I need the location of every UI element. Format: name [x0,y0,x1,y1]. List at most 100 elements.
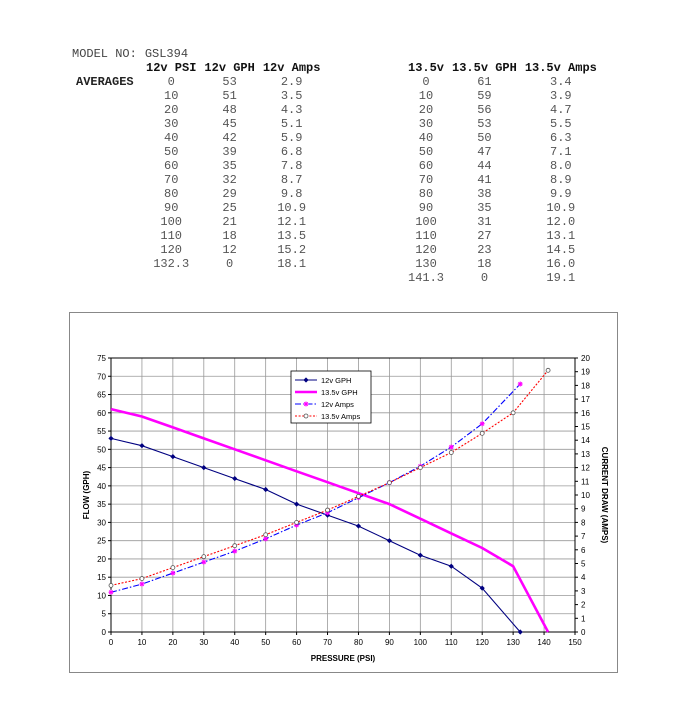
table-cell: 30 [164,117,179,131]
y-tick-label: 20 [97,555,106,564]
data-point [355,523,362,529]
table-row: 10 59 3.9 [404,89,601,103]
pump-performance-chart: 0 10 20 30 40 50 60 70 80 90 100 110 120 130 140 150051… [82,354,609,663]
table-cell: 35 [222,159,237,173]
table-cell: 53 [477,117,492,131]
table-cell: 61 [477,75,492,89]
model-number: MODEL NO: GSL394 [72,47,188,61]
series-line-13-5v-amps [110,369,549,586]
table-row: 110 27 13.1 [404,229,601,243]
table-cell: 10.9 [546,201,576,215]
x-tick-label: 110 [445,638,458,647]
table-cell: 10.9 [277,201,307,215]
table-cell: 90 [418,201,434,215]
table-cell: 12 [222,243,237,257]
chart-frame: 0 10 20 30 40 50 60 70 80 90 100 110 120 130 140 150 0 5 1… [69,312,618,673]
data-point [294,519,300,525]
table-row: 30 45 5.1 [142,117,324,131]
y2-tick-label: 6 [581,546,586,555]
table-cell: 50 [164,145,179,159]
table-cell: 3.9 [550,89,572,103]
table-cell: 3.4 [550,75,572,89]
y-tick-label: 15 [97,573,106,582]
table-row: 70 32 8.7 [142,173,324,187]
data-point [517,381,523,387]
y2-tick-label: 9 [581,505,586,514]
table-cell: 13.1 [546,229,576,243]
table-cell: 7.8 [280,159,303,173]
table-row: 0 61 3.4 [404,75,601,89]
data-point [448,444,454,450]
col-header: 12v GPH [204,60,255,75]
table-cell: 25 [222,201,237,215]
table-cell: 120 [415,243,437,257]
model-value: GSL394 [144,47,189,61]
x-tick-label: 140 [537,638,551,647]
data-point [139,576,145,581]
table-cell: 8.0 [550,159,572,173]
table-cell: 4.7 [550,103,572,117]
y2-tick-label: 13 [581,450,590,459]
y2-tick-label: 16 [581,409,590,418]
x-tick-label: 120 [476,638,490,647]
col-header: 13.5v Amps [524,60,597,75]
legend-marker [303,413,309,419]
table-cell: 44 [477,159,492,173]
x-tick-label: 100 [414,638,428,647]
series-line-13-5v-gph [110,407,550,633]
table-row: 80 38 9.9 [404,187,601,201]
legend-label: 12v Amps [321,400,354,409]
y-tick-label: 0 [102,628,107,637]
table-row: 60 35 7.8 [142,159,324,173]
table-cell: 45 [222,117,237,131]
table-row: 60 44 8.0 [404,159,601,173]
table-cell: 120 [160,243,183,257]
table-cell: 47 [477,145,492,159]
data-point [108,583,114,588]
table-cell: 40 [418,131,434,145]
table-cell: 8.7 [280,173,303,187]
y2-tick-label: 11 [581,477,590,486]
table-row: 10 51 3.5 [142,89,324,103]
table-cell: 18 [222,229,237,243]
y2-tick-label: 3 [581,587,586,596]
legend-label: 12v GPH [321,376,351,385]
data-point [263,532,269,538]
table-cell: 0 [422,75,430,89]
table-cell: 18.1 [277,257,307,271]
data-point [448,450,454,455]
y2-tick-label: 18 [581,381,590,390]
table-cell: 0 [167,75,175,89]
table-cell: 100 [160,215,183,229]
y-tick-label: 65 [97,391,106,400]
table-cell: 13.5 [277,229,307,243]
table-cell: 39 [222,145,237,159]
table-cell: 8.9 [550,173,572,187]
table-cell: 130 [415,257,437,271]
x-tick-label: 30 [199,638,208,647]
y-tick-label: 35 [97,500,106,509]
x-tick-label: 0 [109,638,114,647]
y-tick-label: 60 [97,409,106,418]
data-point [201,554,207,560]
table-cell: 10 [418,89,434,103]
table-cell: 70 [418,173,434,187]
table-cell: 0 [480,271,489,285]
table-row: 120 12 15.2 [142,243,324,257]
y-tick-label: 40 [97,482,106,491]
data-point [479,585,485,591]
table-cell: 3.5 [280,89,303,103]
table-cell: 9.9 [550,187,572,201]
x-tick-label: 60 [292,638,301,647]
table-cell: 18 [477,257,492,271]
table-cell: 35 [477,201,492,215]
table-cell: 21 [222,215,237,229]
series-line-12v-gph [110,437,521,633]
table-cell: 5.1 [280,117,303,131]
data-point [479,421,485,427]
table-cell: 2.9 [280,75,303,89]
table-cell: 20 [164,103,179,117]
x-tick-label: 150 [568,638,582,647]
averages-label: AVERAGES [76,75,134,89]
y2-tick-label: 15 [581,423,590,432]
